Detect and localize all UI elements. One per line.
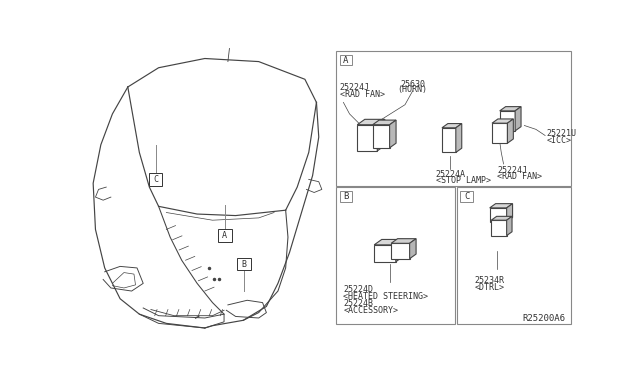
Bar [336,187,455,324]
Polygon shape [500,107,521,111]
Bar [148,173,163,186]
Bar [340,55,352,65]
Polygon shape [492,123,508,143]
Text: <RAD FAN>: <RAD FAN> [497,172,543,181]
Text: A: A [222,231,227,240]
Polygon shape [372,120,396,125]
Text: <ACCESSORY>: <ACCESSORY> [344,306,398,315]
Polygon shape [492,119,513,123]
Polygon shape [492,217,512,220]
Polygon shape [372,125,390,148]
Polygon shape [508,119,513,143]
Bar [456,187,570,324]
Text: 25234R: 25234R [474,276,504,285]
Polygon shape [500,111,515,131]
Bar [218,230,232,242]
Polygon shape [374,245,396,262]
Polygon shape [410,239,416,259]
Text: C: C [153,175,158,184]
Text: 25224B: 25224B [344,299,373,308]
Text: B: B [343,192,348,201]
Bar [340,191,352,202]
Polygon shape [507,217,512,235]
Polygon shape [390,120,396,148]
Text: <DTRL>: <DTRL> [474,283,504,292]
Polygon shape [378,119,385,151]
Text: 25224D: 25224D [344,285,373,294]
Polygon shape [357,119,385,125]
Bar [336,51,570,186]
Text: <ICC>: <ICC> [547,136,572,145]
Text: A: A [343,55,348,64]
Polygon shape [490,203,513,208]
Text: (HORN): (HORN) [397,85,428,94]
Bar [237,258,251,270]
Polygon shape [490,208,507,222]
Text: C: C [464,192,469,201]
Polygon shape [442,124,461,128]
Text: 25221U: 25221U [547,129,577,138]
Polygon shape [456,124,461,153]
Polygon shape [396,240,403,262]
Text: 25224A: 25224A [436,170,466,179]
Text: <RAD FAN>: <RAD FAN> [340,90,385,99]
Polygon shape [515,107,521,131]
Polygon shape [492,220,507,235]
Text: 25630: 25630 [400,80,425,89]
Polygon shape [391,243,410,259]
Text: <HEATED STEERING>: <HEATED STEERING> [344,292,428,301]
Text: 25224J: 25224J [340,83,369,92]
Polygon shape [374,240,403,245]
Text: R25200A6: R25200A6 [522,314,565,323]
Polygon shape [391,239,416,243]
Bar [460,191,473,202]
Text: 25224J: 25224J [497,166,527,174]
Polygon shape [442,128,456,153]
Text: <STOP LAMP>: <STOP LAMP> [436,176,491,185]
Text: B: B [241,260,246,269]
Polygon shape [357,125,378,151]
Polygon shape [507,203,513,222]
